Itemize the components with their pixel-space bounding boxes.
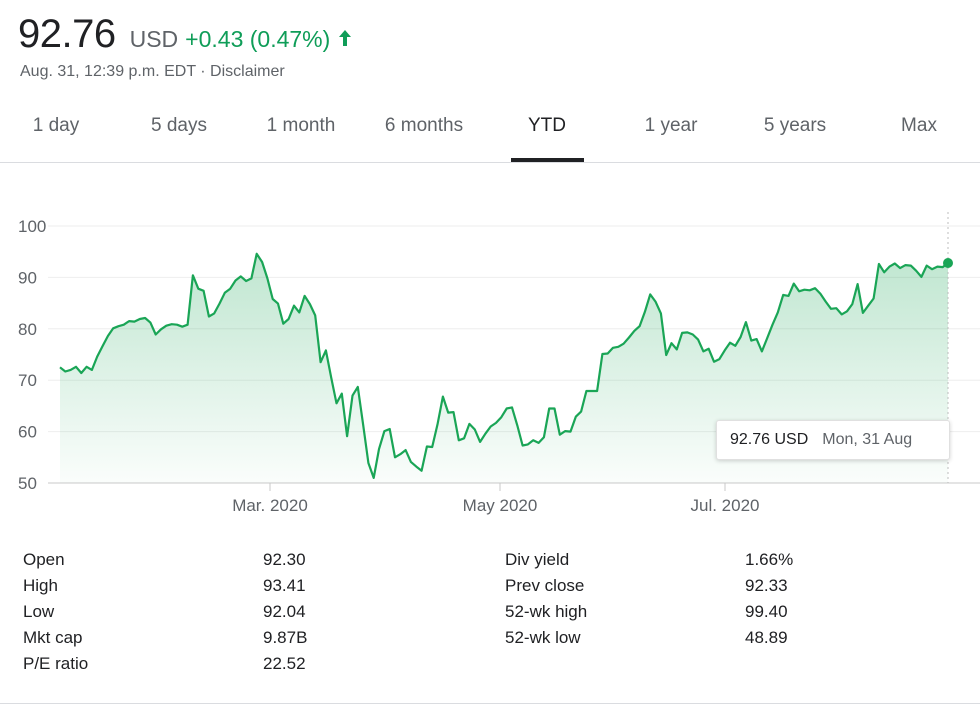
separator: · (195, 63, 211, 80)
stat-value: 22.52 (263, 654, 306, 673)
stat-value: 92.30 (263, 550, 306, 569)
tab-6-months[interactable]: 6 months (384, 115, 464, 136)
arrow-up-icon (339, 30, 352, 46)
y-tick-label: 70 (18, 371, 37, 390)
currency-label: USD (129, 26, 179, 52)
tab-max[interactable]: Max (901, 115, 937, 136)
stat-value: 48.89 (745, 628, 788, 647)
tab-5-days[interactable]: 5 days (151, 115, 207, 136)
chart-tooltip: 92.76 USD Mon, 31 Aug (716, 420, 950, 460)
stat-value: 92.04 (263, 602, 306, 621)
tab-5-years[interactable]: 5 years (763, 115, 827, 136)
price-line (59, 252, 949, 479)
x-tick-label: May 2020 (463, 496, 538, 515)
stat-value: 92.33 (745, 576, 788, 595)
price-chart[interactable]: 50 60 70 80 90 100 Mar. 2020 May 2020 Jul. 2020 (0, 200, 980, 530)
stat-label: 52-wk low (505, 628, 581, 647)
stat-label: 52-wk high (505, 602, 588, 621)
active-tab-indicator (511, 158, 584, 162)
disclaimer-link[interactable]: Disclaimer (210, 63, 285, 80)
stat-label: Prev close (505, 576, 585, 595)
stat-label: Div yield (505, 550, 570, 569)
stat-label: P/E ratio (23, 654, 89, 673)
price-change: +0.43 (0.47%) (185, 26, 331, 52)
quote-timestamp: Aug. 31, 12:39 p.m. EDT (20, 63, 196, 80)
y-tick-label: 90 (18, 268, 37, 287)
stat-label: Open (23, 550, 65, 569)
x-tick-label: Jul. 2020 (691, 496, 760, 515)
tab-ytd[interactable]: YTD (528, 115, 566, 136)
y-tick-label: 50 (18, 474, 37, 493)
tab-1-year[interactable]: 1 year (644, 115, 698, 136)
current-price-point (943, 258, 953, 269)
stat-label: High (23, 576, 58, 595)
stat-label: Mkt cap (23, 628, 83, 647)
y-tick-label: 80 (18, 320, 37, 339)
quote-subline: Aug. 31, 12:39 p.m. EDT · Disclaimer (20, 63, 285, 81)
stat-value: 1.66% (745, 550, 794, 569)
tooltip-date: Mon, 31 Aug (822, 431, 913, 448)
stat-value: 9.87B (263, 628, 308, 647)
range-tabs: 1 day 5 days 1 month 6 months YTD 1 year… (0, 100, 980, 163)
stat-value: 99.40 (745, 602, 788, 621)
y-tick-label: 100 (18, 217, 46, 236)
stat-value: 93.41 (263, 576, 306, 595)
current-price: 92.76 (18, 12, 116, 56)
tab-1-day[interactable]: 1 day (32, 115, 80, 136)
stat-label: Low (23, 602, 55, 621)
x-tick-label: Mar. 2020 (232, 496, 308, 515)
tooltip-value: 92.76 USD (730, 431, 809, 448)
price-header: 92.76 USD +0.43 (0.47%) (18, 12, 352, 57)
tab-1-month[interactable]: 1 month (266, 115, 336, 136)
y-tick-label: 60 (18, 423, 37, 442)
